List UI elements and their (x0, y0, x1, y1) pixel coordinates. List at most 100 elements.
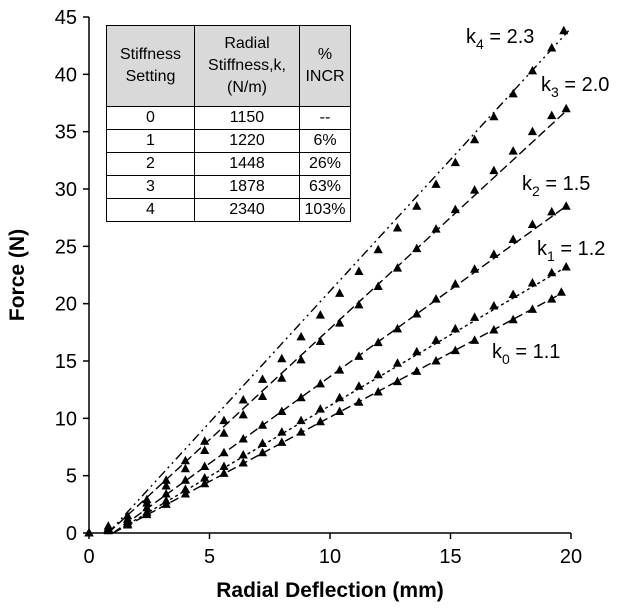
data-point-k1 (180, 484, 190, 493)
cell-incr: 103% (299, 198, 351, 222)
data-point-k4 (470, 134, 480, 144)
series-label-main: k (492, 341, 503, 363)
data-point-k4 (219, 415, 229, 425)
data-point-k4 (373, 244, 383, 254)
data-point-k4 (431, 179, 441, 188)
data-point-k4 (200, 436, 210, 445)
data-point-k2 (392, 323, 403, 333)
cell-stiffness: 1448 (194, 152, 300, 176)
data-point-k2 (161, 489, 171, 498)
data-point-k0 (373, 386, 383, 396)
data-point-k0 (200, 478, 210, 488)
y-tick-label: 35 (55, 122, 77, 144)
data-point-k3 (561, 103, 571, 113)
data-point-k2 (450, 279, 460, 288)
header-radial-stiffness: Radial Stiffness,k, (N/m) (194, 25, 300, 107)
data-point-k0 (180, 489, 190, 498)
data-point-k4 (277, 353, 287, 363)
data-point-k3 (296, 354, 306, 364)
data-point-k4 (527, 65, 538, 75)
data-point-k1 (527, 278, 538, 287)
data-point-k1 (431, 335, 441, 344)
data-point-k1 (392, 358, 403, 367)
data-point-k1 (450, 323, 460, 333)
series-label-k0: k0 = 1.1 (492, 341, 560, 367)
data-point-k3 (412, 243, 422, 253)
data-point-k1 (219, 461, 229, 470)
table-row: 0 1150 -- (106, 106, 351, 130)
cell-stiffness: 2340 (194, 198, 300, 222)
data-point-k1 (489, 300, 499, 310)
data-point-k2 (470, 264, 480, 273)
data-point-k4 (392, 222, 403, 232)
y-tick-label: 5 (66, 466, 77, 488)
data-point-k1 (277, 427, 287, 436)
data-point-k1 (508, 289, 518, 298)
data-point-k4 (161, 475, 171, 484)
data-point-k2 (200, 461, 210, 470)
data-point-k1 (547, 267, 557, 277)
data-point-k0 (508, 314, 518, 324)
fit-line-k4 (107, 30, 570, 534)
data-point-k3 (431, 224, 441, 233)
data-point-k0 (219, 468, 229, 477)
cell-setting: 1 (106, 129, 195, 153)
data-point-k3 (354, 299, 364, 309)
data-point-k4 (103, 521, 113, 530)
cell-stiffness: 1878 (194, 175, 300, 199)
data-point-k1 (161, 495, 171, 505)
y-tick-label: 15 (55, 351, 77, 373)
cell-incr: 6% (299, 129, 351, 153)
data-point-k3 (527, 126, 538, 136)
data-point-k2 (142, 502, 152, 512)
series-label-value: = 1.2 (555, 238, 606, 260)
data-point-k3 (450, 204, 460, 214)
data-point-k4 (412, 201, 422, 210)
data-point-k4 (296, 331, 306, 341)
data-point-k0 (335, 406, 345, 415)
data-point-k3 (277, 373, 287, 382)
data-point-k4 (142, 494, 152, 504)
series-label-k1: k1 = 1.2 (537, 238, 605, 264)
data-point-k1 (200, 472, 210, 482)
data-point-k3 (238, 409, 248, 419)
data-point-k2 (257, 420, 268, 429)
data-point-k1 (142, 507, 152, 516)
stiffness-table: Stiffness Setting Radial Stiffness,k, (N… (106, 25, 351, 222)
data-point-k0 (296, 427, 306, 436)
cell-incr: 26% (299, 152, 351, 176)
data-point-k4 (335, 288, 345, 297)
data-point-k4 (315, 310, 325, 319)
data-point-k0 (470, 335, 480, 344)
series-label-main: k (541, 74, 552, 96)
data-point-k2 (527, 219, 538, 229)
data-point-k3 (547, 110, 557, 120)
series-label-k2: k2 = 1.5 (522, 173, 590, 199)
data-point-k3 (257, 391, 268, 401)
y-axis-title: Force (N) (6, 229, 29, 321)
x-tick-label: 15 (439, 546, 461, 568)
data-point-k0 (431, 356, 441, 365)
data-point-k4 (489, 111, 499, 121)
data-point-k2 (296, 392, 306, 402)
cell-incr: 63% (299, 175, 351, 199)
cell-setting: 4 (106, 198, 195, 222)
data-point-k0 (315, 416, 325, 426)
header-stiffness-setting: Stiffness Setting (106, 25, 195, 107)
series-label-value: = 1.1 (510, 341, 561, 363)
data-point-k4 (84, 528, 94, 537)
data-point-k3 (335, 318, 345, 327)
series-labels: k0 = 1.1k1 = 1.2k2 = 1.5k3 = 2.0k4 = 2.3 (466, 26, 609, 367)
data-point-k4 (450, 157, 460, 167)
y-tick-label: 20 (55, 294, 77, 316)
series-label-main: k (537, 238, 548, 260)
data-point-k2 (547, 206, 557, 216)
series-label-k4: k4 = 2.3 (466, 26, 534, 52)
data-point-k0 (354, 397, 364, 406)
data-point-k2 (277, 406, 287, 415)
data-point-k3 (219, 428, 229, 437)
data-point-k2 (561, 201, 571, 210)
data-point-k1 (373, 369, 383, 379)
data-point-k4 (559, 25, 569, 35)
